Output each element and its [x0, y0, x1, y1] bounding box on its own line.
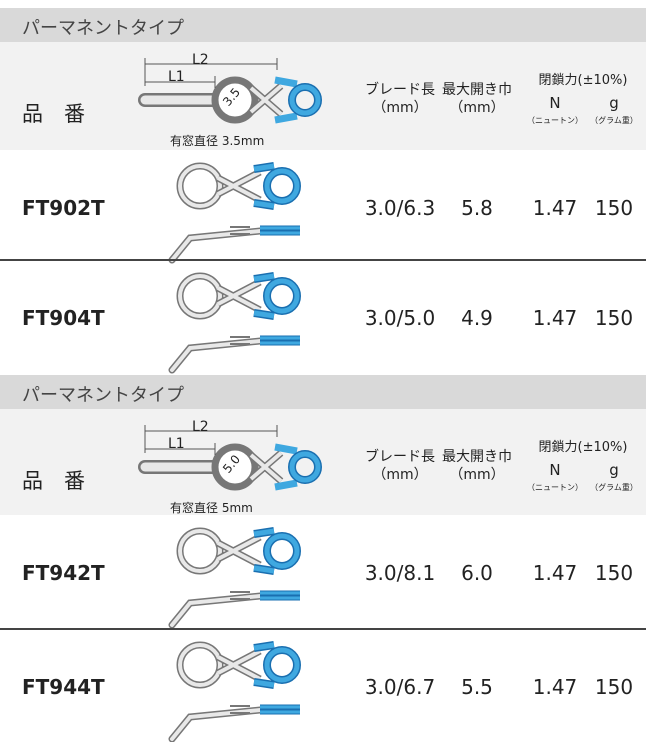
n-note: （ニュートン） — [527, 116, 583, 125]
clip-top-view — [240, 665, 241, 666]
clip-side-view — [240, 709, 241, 710]
force-n: 1.47 — [532, 196, 578, 220]
part-no: FT944T — [22, 675, 105, 699]
max-opening: 4.9 — [461, 306, 493, 330]
g-note: （グラム重） — [590, 116, 638, 125]
blade-header: ブレード長 — [365, 82, 435, 98]
blade-unit: （mm） — [372, 100, 428, 116]
clip-side-view — [240, 595, 241, 596]
section-title: パーマネントタイプ — [22, 385, 184, 406]
open-unit: （mm） — [449, 467, 505, 483]
g-header: g — [609, 461, 619, 479]
clip-top-view — [240, 296, 241, 297]
dim-l1: L1 — [168, 69, 185, 85]
blade-length: 3.0/8.1 — [364, 561, 436, 585]
blade-length: 3.0/5.0 — [364, 306, 436, 330]
force-g: 150 — [594, 561, 634, 585]
header-bar — [0, 409, 646, 515]
force-header: 閉鎖力(±10%) — [538, 440, 628, 455]
n-header: N — [549, 94, 561, 112]
window-caption: 有窓直径 5mm — [170, 501, 253, 515]
max-opening: 5.5 — [461, 675, 493, 699]
dim-l2: L2 — [192, 419, 209, 435]
force-n: 1.47 — [532, 561, 578, 585]
max-opening: 5.8 — [461, 196, 493, 220]
blade-header: ブレード長 — [365, 449, 435, 465]
section-bar — [0, 375, 646, 409]
row-divider — [0, 628, 646, 630]
blade-unit: （mm） — [372, 467, 428, 483]
force-n: 1.47 — [532, 306, 578, 330]
blade-length: 3.0/6.3 — [364, 196, 436, 220]
max-opening: 6.0 — [461, 561, 493, 585]
part-no: FT904T — [22, 306, 105, 330]
header-bar — [0, 42, 646, 150]
open-unit: （mm） — [449, 100, 505, 116]
part-no: FT942T — [22, 561, 105, 585]
n-header: N — [549, 461, 561, 479]
clip-top-view — [240, 551, 241, 552]
row-divider — [0, 259, 646, 261]
section-title: パーマネントタイプ — [22, 18, 184, 39]
part-no: FT902T — [22, 196, 105, 220]
blade-length: 3.0/6.7 — [364, 675, 436, 699]
force-g: 150 — [594, 675, 634, 699]
force-g: 150 — [594, 196, 634, 220]
dim-l2: L2 — [192, 52, 209, 68]
force-n: 1.47 — [532, 675, 578, 699]
part-no-header: 品 番 — [22, 469, 85, 493]
dim-l1: L1 — [168, 436, 185, 452]
force-g: 150 — [594, 306, 634, 330]
n-note: （ニュートン） — [527, 483, 583, 492]
open-header: 最大開き巾 — [442, 82, 512, 98]
part-no-header: 品 番 — [22, 102, 85, 126]
clip-top-view — [240, 186, 241, 187]
clip-side-view — [240, 340, 241, 341]
section-bar — [0, 8, 646, 42]
open-header: 最大開き巾 — [442, 449, 512, 465]
force-header: 閉鎖力(±10%) — [538, 73, 628, 88]
g-header: g — [609, 94, 619, 112]
window-caption: 有窓直径 3.5mm — [170, 134, 265, 148]
clip-side-view — [240, 230, 241, 231]
g-note: （グラム重） — [590, 483, 638, 492]
